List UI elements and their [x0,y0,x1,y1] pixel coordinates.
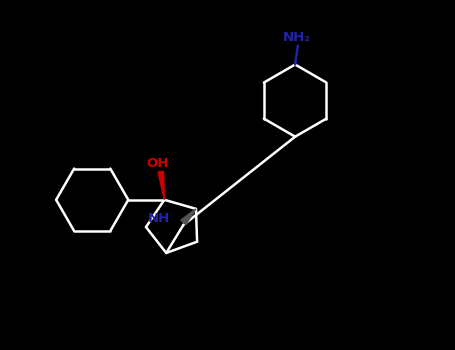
Polygon shape [158,172,164,200]
Text: NH₂: NH₂ [283,31,311,44]
Text: NH: NH [148,212,170,225]
Text: OH: OH [147,156,169,170]
Polygon shape [181,209,196,225]
